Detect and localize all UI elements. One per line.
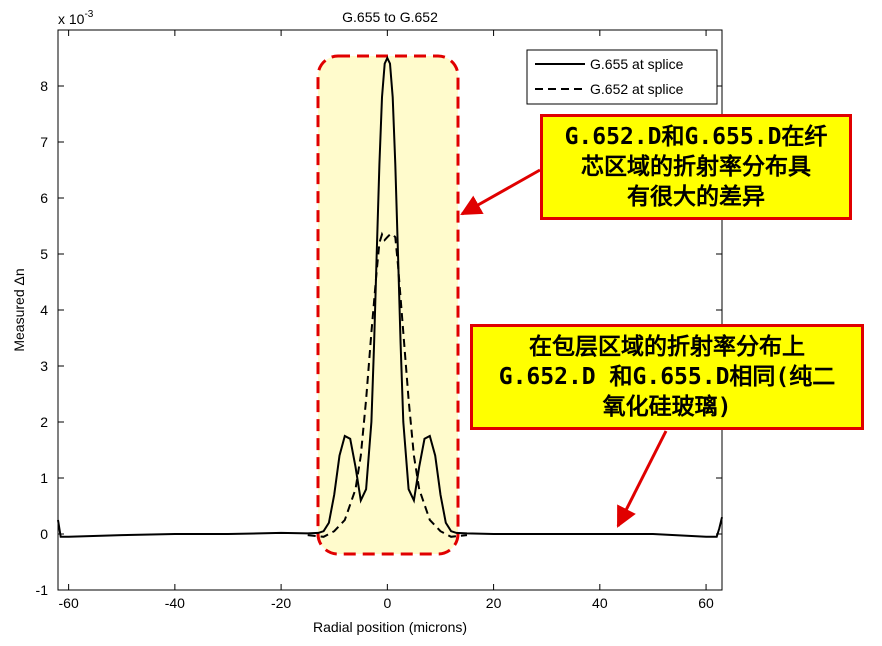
cladding-callout-line-2: G.652.D 和G.655.D相同(纯二 bbox=[498, 364, 836, 390]
y-tick-label: 1 bbox=[40, 470, 48, 486]
y-tick-label: 8 bbox=[40, 78, 48, 94]
y-tick-label: 7 bbox=[40, 134, 48, 150]
cladding-callout-line-1: 在包层区域的折射率分布上 bbox=[529, 334, 805, 360]
core-highlight-box bbox=[316, 54, 460, 556]
x-tick-label: -40 bbox=[165, 595, 185, 611]
y-tick-label: 6 bbox=[40, 190, 48, 206]
x-tick-label: -60 bbox=[59, 595, 79, 611]
y-tick-label: 0 bbox=[40, 526, 48, 542]
series-line-g655 bbox=[57, 55, 723, 538]
core-difference-callout: G.652.D和G.655.D在纤 芯区域的折射率分布具 有很大的差异 bbox=[540, 114, 852, 220]
y-tick-label: 2 bbox=[40, 414, 48, 430]
legend-box bbox=[526, 49, 718, 105]
x-tick-label: 60 bbox=[698, 595, 714, 611]
cladding-callout-arrow bbox=[616, 430, 668, 528]
y-tick-label: 5 bbox=[40, 246, 48, 262]
legend-label-g655: G.655 at splice bbox=[590, 56, 684, 72]
core-callout-line-1: G.652.D和G.655.D在纤 bbox=[564, 124, 828, 150]
x-tick-label: -20 bbox=[271, 595, 291, 611]
x-tick-label: 40 bbox=[592, 595, 608, 611]
x-axis-label: Radial position (microns) bbox=[313, 619, 467, 635]
y-tick-label: 3 bbox=[40, 358, 48, 374]
legend: G.655 at splice G.652 at splice bbox=[526, 49, 718, 105]
cladding-same-callout: 在包层区域的折射率分布上 G.652.D 和G.655.D相同(纯二 氧化硅玻璃… bbox=[470, 324, 864, 430]
axis-ticks: -60 -40 -20 0 20 40 60 -1 0 1 2 3 4 5 6 7 8 bbox=[36, 30, 722, 611]
x-tick-label: 0 bbox=[383, 595, 391, 611]
y-axis-label: Measured Δn bbox=[11, 268, 27, 351]
chart-title: G.655 to G.652 bbox=[342, 9, 438, 25]
x-tick-label: 20 bbox=[486, 595, 502, 611]
y-multiplier-base: x 10 bbox=[58, 11, 85, 27]
cladding-callout-line-3: 氧化硅玻璃) bbox=[602, 394, 732, 420]
y-multiplier: x 10-3 bbox=[58, 9, 94, 27]
y-tick-label: -1 bbox=[36, 582, 49, 598]
core-callout-arrow bbox=[460, 168, 541, 216]
y-tick-label: 4 bbox=[40, 302, 48, 318]
core-callout-line-3: 有很大的差异 bbox=[627, 184, 765, 210]
y-multiplier-exponent: -3 bbox=[84, 9, 93, 20]
series-line-g652 bbox=[307, 231, 468, 538]
core-callout-line-2: 芯区域的折射率分布具 bbox=[581, 154, 811, 180]
legend-label-g652: G.652 at splice bbox=[590, 81, 684, 97]
series-layer bbox=[57, 55, 723, 538]
